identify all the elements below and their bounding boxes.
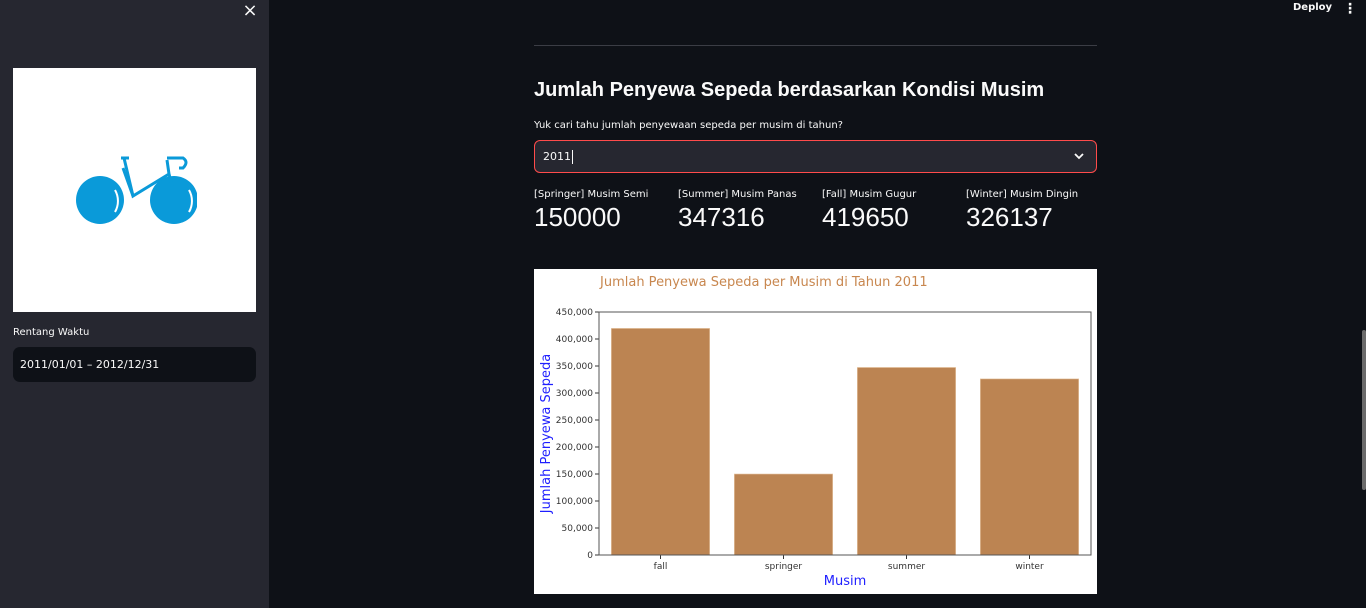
svg-text:450,000: 450,000 — [556, 308, 593, 318]
chart-canvas: Jumlah Penyewa Sepeda per Musim di Tahun… — [539, 275, 1092, 589]
metric-label: [Winter] Musim Dingin — [966, 189, 1079, 200]
bicycle-icon — [76, 156, 197, 224]
text-cursor — [572, 150, 573, 164]
metric-value: 419650 — [822, 202, 909, 232]
svg-text:400,000: 400,000 — [556, 335, 593, 345]
page-title: Jumlah Penyewa Sepeda berdasarkan Kondis… — [534, 79, 1045, 101]
year-select-label: Yuk cari tahu jumlah penyewaan sepeda pe… — [534, 120, 843, 131]
logo-image — [13, 68, 256, 312]
metric-label: [Fall] Musim Gugur — [822, 189, 917, 200]
svg-text:springer: springer — [765, 562, 803, 572]
metric-summer: [Summer] Musim Panas 347316 — [678, 189, 818, 233]
chevron-down-icon — [1074, 153, 1084, 160]
metric-label: [Summer] Musim Panas — [678, 189, 797, 200]
svg-text:fall: fall — [654, 562, 668, 572]
svg-text:300,000: 300,000 — [556, 389, 593, 399]
year-select-value: 2011 — [543, 150, 571, 163]
deploy-button[interactable]: Deploy — [1293, 2, 1333, 13]
scrollbar[interactable] — [1362, 330, 1366, 490]
close-icon: × — [242, 0, 258, 21]
year-select[interactable]: 2011 — [534, 140, 1097, 173]
metric-value: 347316 — [678, 202, 765, 232]
bar-winter — [979, 378, 1079, 556]
main-menu-icon[interactable]: ⋮ — [1343, 1, 1357, 17]
svg-text:350,000: 350,000 — [556, 362, 593, 372]
svg-text:Musim: Musim — [824, 574, 867, 589]
svg-text:Jumlah Penyewa Sepeda per Musi: Jumlah Penyewa Sepeda per Musim di Tahun… — [599, 275, 928, 290]
date-range-label: Rentang Waktu — [13, 327, 90, 338]
svg-text:summer: summer — [888, 562, 925, 572]
metric-value: 326137 — [966, 202, 1053, 232]
metric-value: 150000 — [534, 202, 621, 232]
svg-text:100,000: 100,000 — [556, 497, 593, 507]
svg-text:winter: winter — [1015, 562, 1044, 572]
svg-text:Jumlah Penyewa Sepeda: Jumlah Penyewa Sepeda — [539, 354, 554, 514]
metric-fall: [Fall] Musim Gugur 419650 — [822, 189, 962, 233]
svg-text:0: 0 — [587, 551, 593, 561]
divider — [534, 45, 1097, 46]
metric-springer: [Springer] Musim Semi 150000 — [534, 189, 674, 233]
svg-text:150,000: 150,000 — [556, 470, 593, 480]
bar-fall — [611, 328, 711, 556]
metric-label: [Springer] Musim Semi — [534, 189, 649, 200]
bar-summer — [856, 367, 956, 556]
metric-winter: [Winter] Musim Dingin 326137 — [966, 189, 1106, 233]
svg-text:200,000: 200,000 — [556, 443, 593, 453]
svg-text:50,000: 50,000 — [562, 524, 594, 534]
season-bar-chart: Jumlah Penyewa Sepeda per Musim di Tahun… — [534, 269, 1097, 594]
bar-springer — [734, 473, 834, 556]
sidebar: × Rentang Waktu 2011/01/01 – 2012/12/31 — [0, 0, 269, 608]
date-range-input[interactable]: 2011/01/01 – 2012/12/31 — [13, 347, 256, 382]
close-sidebar-button[interactable]: × — [240, 1, 260, 21]
svg-text:250,000: 250,000 — [556, 416, 593, 426]
